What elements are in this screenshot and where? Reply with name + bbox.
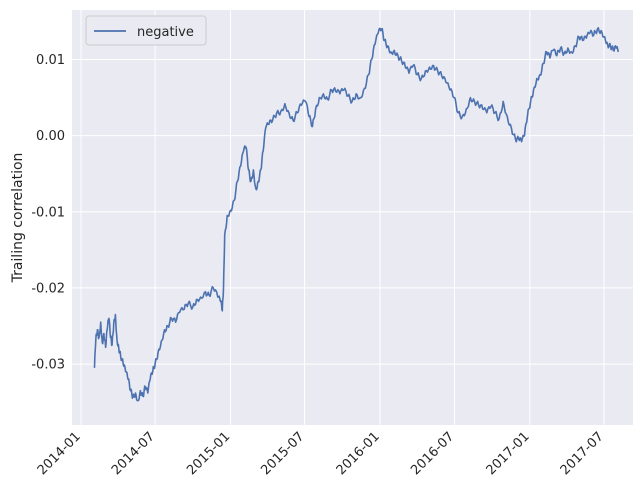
y-axis-label: Trailing correlation [10, 153, 26, 284]
x-tick-label: 2017-07 [558, 429, 607, 478]
series-lines [93, 26, 620, 402]
y-tick-label: -0.02 [31, 281, 65, 296]
y-tick-label: -0.03 [31, 358, 65, 373]
y-tick-labels: -0.03 -0.02 -0.01 0.00 0.01 [31, 53, 65, 373]
y-tick-label: 0.00 [36, 129, 65, 144]
x-tick-label: 2017-01 [484, 429, 533, 478]
plot-background [72, 10, 633, 425]
x-tick-label: 2014-01 [35, 429, 84, 478]
x-tick-label: 2014-07 [109, 429, 158, 478]
legend-label: negative [137, 25, 194, 40]
legend: negative [85, 15, 207, 46]
x-tick-labels: 2014-01 2014-07 2015-01 2015-07 2016-01 2016-… [35, 429, 607, 478]
legend-box [85, 15, 207, 46]
x-tick-label: 2016-07 [408, 429, 457, 478]
gridlines [72, 10, 633, 425]
y-tick-label: 0.01 [36, 53, 65, 68]
x-tick-label: 2016-01 [334, 429, 383, 478]
x-tick-label: 2015-01 [184, 429, 233, 478]
y-tick-label: -0.01 [31, 205, 65, 220]
series-line-negative [93, 26, 620, 402]
x-tick-label: 2015-07 [258, 429, 307, 478]
